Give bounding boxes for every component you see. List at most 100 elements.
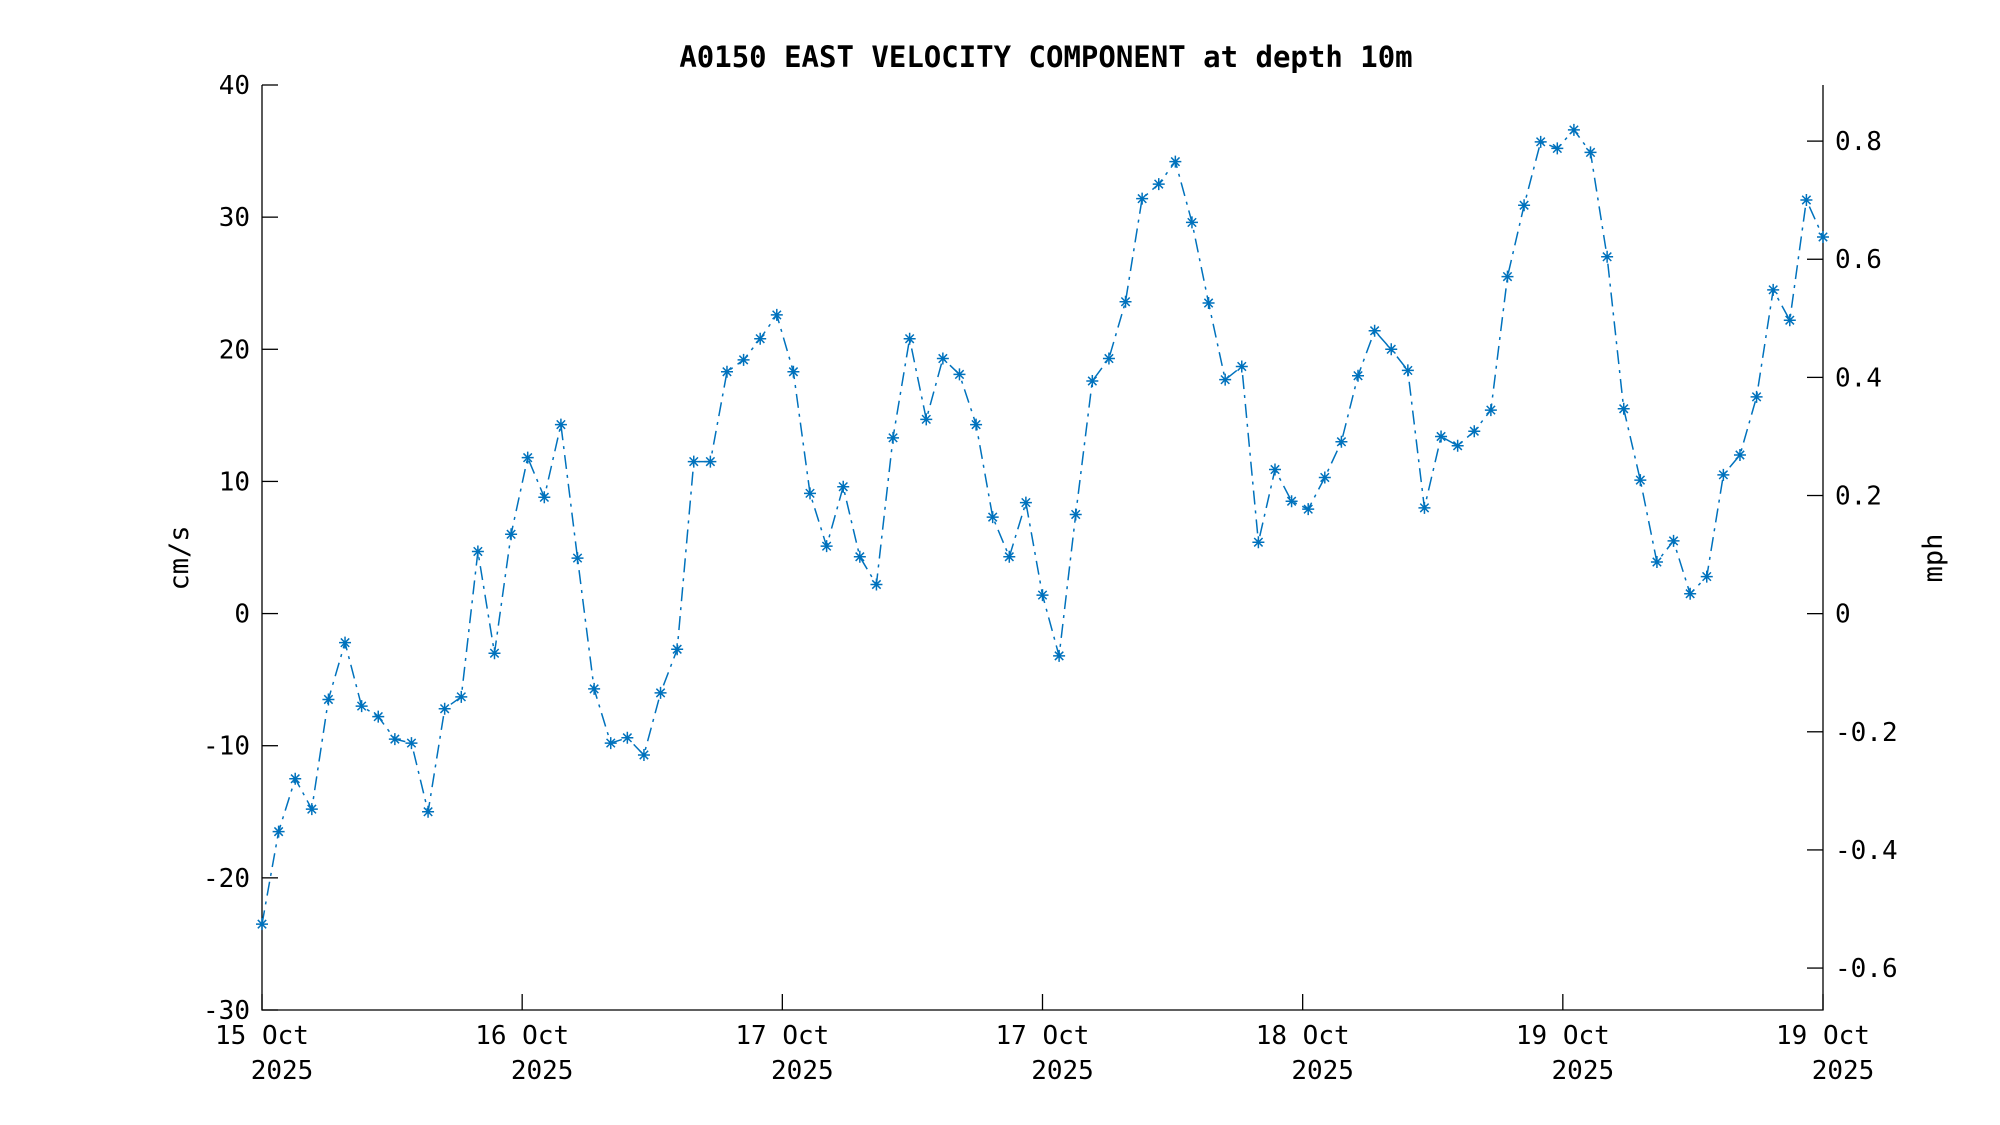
data-point-marker — [1202, 297, 1215, 310]
data-point-marker — [405, 737, 418, 750]
x-tick-label-date: 19 Oct — [1516, 1021, 1610, 1051]
data-point-marker — [1817, 230, 1829, 243]
data-point-marker — [521, 451, 534, 464]
data-point-marker — [339, 636, 352, 649]
data-point-marker — [654, 686, 667, 699]
data-point-marker — [1235, 360, 1248, 373]
x-tick-label-date: 17 Oct — [996, 1021, 1090, 1051]
data-point-marker — [1003, 550, 1016, 563]
y2-tick-label: 0 — [1835, 600, 1851, 630]
data-point-marker — [1335, 435, 1348, 448]
y2-tick-label: -0.2 — [1835, 718, 1898, 748]
x-tick-label-year: 2025 — [771, 1056, 834, 1086]
data-point-marker — [887, 431, 900, 444]
data-point-marker — [554, 418, 567, 431]
y2-tick-label: -0.4 — [1835, 836, 1898, 866]
data-point-marker — [1501, 270, 1514, 283]
data-point-marker — [1534, 135, 1547, 148]
data-point-marker — [737, 353, 750, 366]
data-point-marker — [754, 332, 767, 345]
x-tick-label-year: 2025 — [1291, 1056, 1354, 1086]
data-point-marker — [1468, 425, 1481, 438]
data-point-marker — [1136, 192, 1149, 205]
data-point-marker — [372, 710, 385, 723]
data-point-marker — [1385, 343, 1398, 356]
data-point-marker — [1268, 463, 1281, 476]
y2-tick-label: 0.6 — [1835, 245, 1882, 275]
plot-area — [256, 123, 1829, 931]
data-point-marker — [1185, 216, 1198, 229]
data-point-marker — [422, 805, 435, 818]
x-tick-label-year: 2025 — [1812, 1056, 1875, 1086]
data-point-marker — [505, 528, 518, 541]
series-line — [261, 128, 1824, 925]
data-point-marker — [853, 550, 866, 563]
data-point-marker — [604, 737, 617, 750]
data-point-marker — [1053, 649, 1066, 662]
data-point-marker — [1318, 471, 1331, 484]
data-point-marker — [1102, 352, 1115, 365]
data-point-marker — [621, 731, 634, 744]
data-point-marker — [1252, 536, 1265, 549]
data-point-marker — [720, 365, 733, 378]
chart-title: A0150 EAST VELOCITY COMPONENT at depth 1… — [679, 40, 1412, 74]
y-tick-label: 40 — [219, 71, 250, 101]
y2-tick-label: 0.2 — [1835, 482, 1882, 512]
data-point-marker — [538, 491, 551, 504]
data-point-marker — [322, 693, 335, 706]
data-point-marker — [936, 352, 949, 365]
data-point-marker — [256, 918, 268, 931]
data-point-marker — [1302, 503, 1315, 516]
y2-tick-label: 0.8 — [1835, 127, 1882, 157]
data-point-marker — [1584, 146, 1597, 159]
data-point-marker — [804, 487, 817, 500]
axes: -30 -20 -10 0 10 20 30 40 -0.6 -0.4 -0.2 0 0.2 0.4 0.6… — [203, 71, 1898, 1086]
data-point-marker — [355, 700, 368, 713]
x-tick-label-year: 2025 — [1031, 1056, 1094, 1086]
data-point-marker — [1684, 587, 1697, 600]
data-point-marker — [1019, 496, 1032, 509]
data-point-marker — [1069, 508, 1082, 521]
data-point-marker — [1086, 375, 1099, 387]
data-point-marker — [488, 647, 501, 660]
y2-axis-label: mph — [1918, 534, 1949, 583]
data-point-marker — [571, 552, 584, 565]
data-point-marker — [1783, 314, 1796, 327]
data-point-marker — [1352, 369, 1365, 382]
y-axis-label: cm/s — [164, 525, 195, 590]
data-point-marker — [970, 418, 983, 431]
data-point-marker — [820, 540, 833, 553]
x-tick-label-year: 2025 — [511, 1056, 574, 1086]
data-point-marker — [588, 682, 601, 695]
x-tick-label-date: 18 Oct — [1256, 1021, 1350, 1051]
data-point-marker — [1219, 373, 1232, 386]
y-tick-label: -30 — [203, 996, 250, 1026]
data-point-marker — [787, 365, 800, 378]
x-tick-label-date: 17 Oct — [735, 1021, 829, 1051]
data-point-marker — [986, 511, 999, 524]
data-point-marker — [1601, 250, 1614, 263]
data-point-marker — [671, 643, 684, 656]
data-point-marker — [1800, 193, 1813, 206]
y2-tick-label: -0.6 — [1835, 954, 1898, 984]
data-point-marker — [1750, 390, 1763, 403]
data-point-marker — [272, 825, 285, 838]
data-point-marker — [289, 772, 302, 785]
data-point-marker — [388, 733, 401, 746]
y-tick-label: -20 — [203, 864, 250, 894]
data-point-marker — [1567, 123, 1580, 136]
data-point-marker — [1368, 324, 1381, 337]
data-point-marker — [471, 545, 484, 558]
x-tick-label-year: 2025 — [251, 1056, 314, 1086]
x-tick-label-year: 2025 — [1552, 1056, 1615, 1086]
data-point-marker — [870, 578, 883, 591]
data-point-marker — [837, 480, 850, 493]
data-point-marker — [1435, 430, 1448, 443]
data-point-marker — [1667, 534, 1680, 547]
data-point-marker — [953, 368, 966, 381]
data-point-marker — [637, 748, 650, 761]
data-point-marker — [1152, 178, 1165, 191]
data-point-marker — [1767, 283, 1780, 296]
data-point-marker — [1733, 449, 1746, 461]
